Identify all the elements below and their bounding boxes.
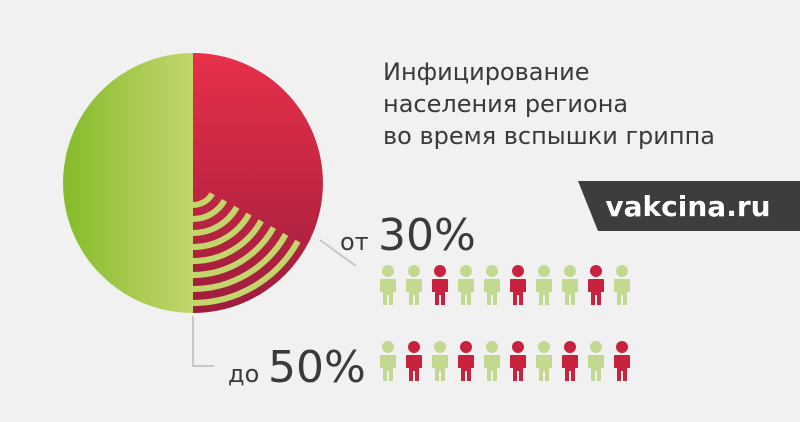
label-value: 50%	[268, 342, 366, 393]
title-line: Инфицирование	[383, 58, 590, 86]
title-line: во время вспышки гриппа	[383, 122, 715, 150]
stripe	[192, 212, 252, 250]
stripe	[192, 192, 215, 208]
brand-box	[578, 181, 800, 231]
pointer-line	[319, 239, 357, 267]
title-line: населения региона	[383, 90, 628, 118]
stripe	[192, 232, 289, 292]
label-value: 30%	[378, 210, 476, 261]
brand: vakcina.ru	[605, 190, 770, 223]
stripe	[192, 205, 240, 236]
pie-stripes	[192, 192, 301, 306]
stripe	[192, 198, 228, 222]
label-prefix: от	[340, 228, 369, 256]
stripe	[192, 219, 264, 264]
stripe	[192, 239, 301, 306]
label-prefix: до	[228, 360, 259, 388]
pointer-line	[192, 316, 214, 367]
stripe	[192, 226, 277, 278]
pie-green	[63, 53, 193, 313]
